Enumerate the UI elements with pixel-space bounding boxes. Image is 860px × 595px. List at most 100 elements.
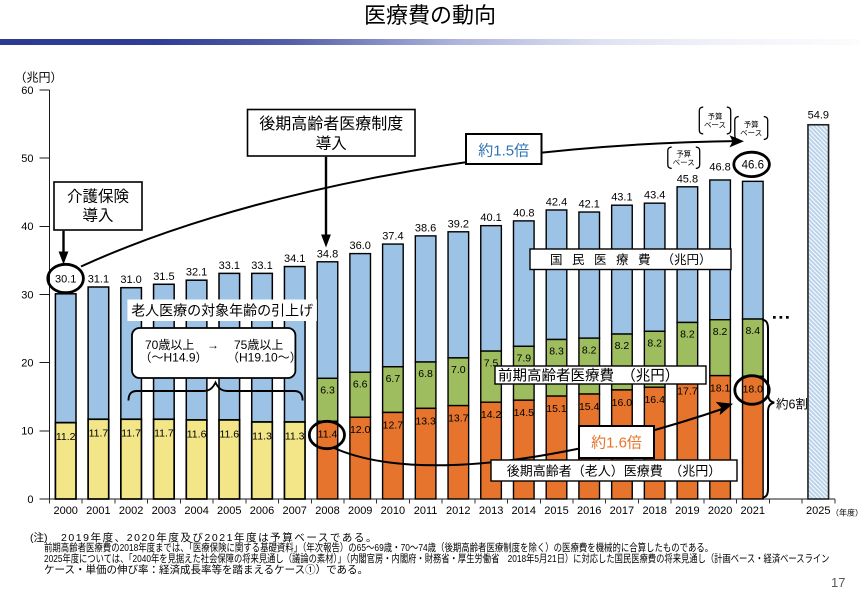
- svg-text:約6割: 約6割: [776, 396, 808, 411]
- svg-text:7.0: 7.0: [451, 364, 466, 376]
- svg-text:15.4: 15.4: [579, 401, 600, 413]
- svg-text:0: 0: [27, 494, 33, 506]
- svg-text:36.0: 36.0: [349, 240, 370, 252]
- svg-text:50: 50: [21, 153, 33, 165]
- svg-text:2002: 2002: [119, 505, 143, 517]
- svg-text:12.7: 12.7: [383, 419, 404, 431]
- svg-text:2004: 2004: [184, 505, 208, 517]
- svg-text:予算: 予算: [744, 119, 759, 129]
- svg-text:31.5: 31.5: [153, 271, 174, 283]
- svg-text:70歳以上: 70歳以上: [145, 338, 194, 352]
- svg-text:11.7: 11.7: [89, 428, 109, 440]
- svg-text:11.7: 11.7: [154, 428, 174, 440]
- svg-text:11.2: 11.2: [56, 431, 76, 443]
- svg-text:40.8: 40.8: [513, 207, 534, 219]
- svg-text:54.9: 54.9: [808, 110, 829, 122]
- svg-text:2020: 2020: [708, 505, 732, 517]
- svg-text:ベース: ベース: [704, 121, 726, 130]
- svg-text:31.0: 31.0: [120, 274, 141, 286]
- svg-text:（年度）: （年度）: [831, 508, 860, 518]
- svg-text:38.6: 38.6: [415, 222, 436, 234]
- svg-text:20: 20: [21, 358, 33, 370]
- svg-text:2007: 2007: [282, 505, 306, 517]
- svg-text:介護保険: 介護保険: [67, 188, 130, 206]
- svg-text:2014: 2014: [512, 505, 536, 517]
- svg-text:2025: 2025: [806, 505, 830, 517]
- svg-text:老人医療の対象年齢の引上げ: 老人医療の対象年齢の引上げ: [131, 303, 313, 319]
- svg-text:8.4: 8.4: [745, 325, 760, 337]
- svg-text:2016: 2016: [577, 505, 601, 517]
- svg-text:導入: 導入: [82, 207, 113, 225]
- svg-text:（兆円）: （兆円）: [15, 71, 63, 85]
- svg-text:約1.5倍: 約1.5倍: [478, 142, 529, 159]
- svg-text:18.1: 18.1: [710, 383, 731, 395]
- svg-text:6.6: 6.6: [353, 378, 368, 390]
- svg-text:6.8: 6.8: [418, 368, 433, 380]
- svg-text:17.7: 17.7: [677, 385, 698, 397]
- svg-text:30: 30: [21, 289, 33, 301]
- svg-text:6.7: 6.7: [386, 373, 401, 385]
- svg-text:45.8: 45.8: [677, 173, 698, 185]
- svg-text:37.4: 37.4: [382, 231, 403, 243]
- svg-text:30.1: 30.1: [55, 274, 76, 286]
- svg-text:前期高齢者医療費 （兆円）: 前期高齢者医療費 （兆円）: [498, 368, 679, 385]
- svg-text:ベース: ベース: [740, 128, 762, 137]
- svg-text:16.4: 16.4: [644, 394, 665, 406]
- svg-text:13.7: 13.7: [448, 413, 469, 425]
- svg-text:8.2: 8.2: [647, 338, 662, 350]
- svg-text:2009: 2009: [348, 505, 372, 517]
- svg-text:32.1: 32.1: [186, 267, 207, 279]
- svg-text:11.7: 11.7: [121, 428, 141, 440]
- svg-text:43.1: 43.1: [611, 192, 632, 204]
- svg-text:8.2: 8.2: [713, 326, 728, 338]
- svg-text:40.1: 40.1: [480, 212, 501, 224]
- svg-text:2001: 2001: [86, 505, 110, 517]
- svg-text:2008: 2008: [315, 505, 339, 517]
- svg-text:16.0: 16.0: [612, 397, 633, 409]
- svg-text:予算: 予算: [676, 148, 691, 158]
- svg-text:46.8: 46.8: [709, 162, 730, 174]
- svg-text:2017: 2017: [610, 505, 634, 517]
- svg-text:（～H14.9）: （～H14.9）: [140, 351, 208, 365]
- svg-text:予算: 予算: [708, 111, 723, 121]
- svg-text:後期高齢者（老人）医療費 （兆円）: 後期高齢者（老人）医療費 （兆円）: [507, 464, 722, 479]
- svg-text:12.0: 12.0: [350, 424, 371, 436]
- svg-text:33.1: 33.1: [251, 260, 272, 272]
- svg-text:33.1: 33.1: [219, 260, 240, 272]
- svg-text:8.2: 8.2: [680, 329, 695, 341]
- svg-text:国民医療費（兆円）: 国民医療費 （兆円）: [550, 252, 712, 267]
- svg-text:34.8: 34.8: [317, 248, 338, 260]
- svg-text:11.4: 11.4: [318, 428, 338, 440]
- svg-text:43.4: 43.4: [644, 190, 665, 202]
- svg-text:6.3: 6.3: [320, 385, 335, 397]
- svg-text:60: 60: [21, 85, 33, 97]
- svg-text:11.3: 11.3: [285, 431, 305, 443]
- svg-text:2011: 2011: [414, 505, 438, 517]
- svg-text:8.3: 8.3: [549, 346, 564, 358]
- svg-text:14.2: 14.2: [481, 409, 502, 421]
- svg-text:46.6: 46.6: [742, 160, 764, 172]
- svg-text:2012: 2012: [446, 505, 470, 517]
- svg-text:14.5: 14.5: [514, 407, 535, 419]
- svg-text:11.6: 11.6: [187, 428, 207, 440]
- svg-text:34.1: 34.1: [284, 253, 305, 265]
- svg-text:42.4: 42.4: [546, 197, 567, 209]
- svg-text:後期高齢者医療制度: 後期高齢者医療制度: [259, 115, 403, 133]
- svg-text:40: 40: [21, 221, 33, 233]
- svg-text:2000: 2000: [53, 505, 77, 517]
- svg-text:導入: 導入: [316, 135, 347, 153]
- svg-text:18.0: 18.0: [743, 383, 764, 395]
- svg-text:2015: 2015: [544, 505, 568, 517]
- svg-text:2019: 2019: [675, 505, 699, 517]
- svg-text:約1.6倍: 約1.6倍: [591, 434, 642, 451]
- svg-text:2021: 2021: [741, 505, 765, 517]
- svg-text:2010: 2010: [381, 505, 405, 517]
- svg-text:75歳以上: 75歳以上: [234, 338, 283, 352]
- svg-text:11.6: 11.6: [219, 428, 239, 440]
- svg-text:8.2: 8.2: [615, 340, 630, 352]
- svg-text:7.9: 7.9: [516, 353, 531, 365]
- svg-text:2018: 2018: [642, 505, 666, 517]
- svg-text:31.1: 31.1: [88, 274, 109, 286]
- svg-text:15.1: 15.1: [546, 403, 567, 415]
- svg-text:10: 10: [21, 426, 33, 438]
